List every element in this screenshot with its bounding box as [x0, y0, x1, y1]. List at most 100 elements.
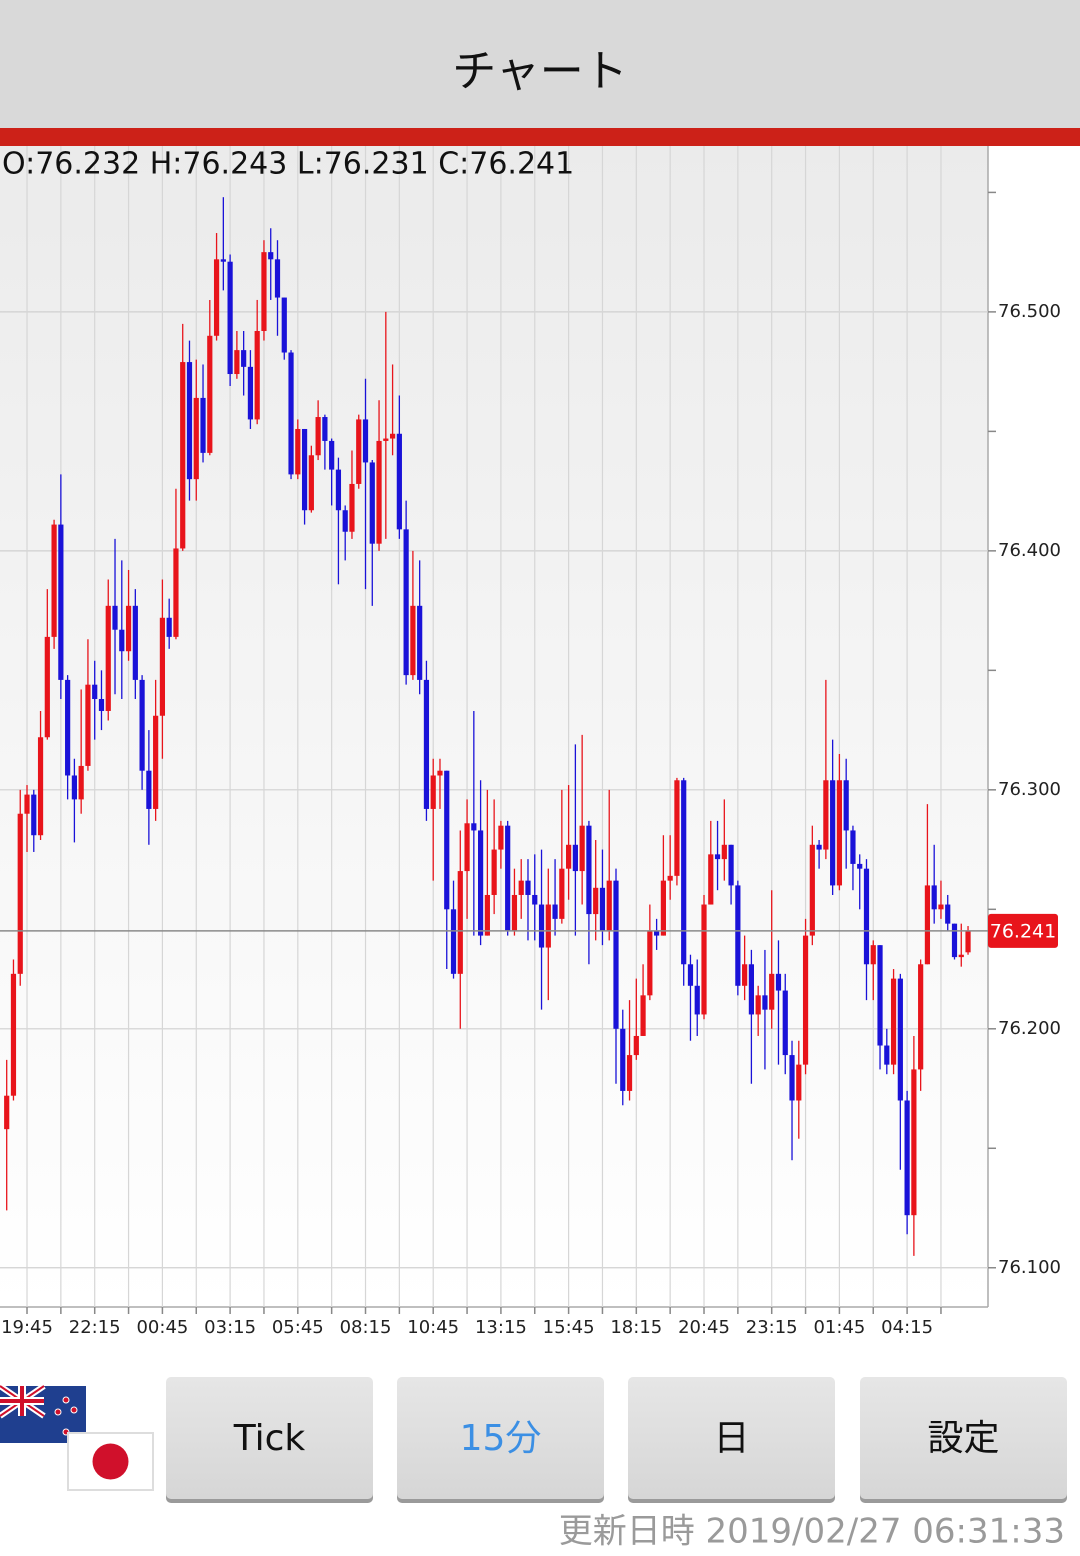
candle-body [308, 455, 314, 511]
candle-body [362, 419, 369, 463]
candles [4, 197, 971, 1256]
candle-body [735, 885, 741, 986]
screen-title: チャート [452, 46, 628, 97]
button-face[interactable] [166, 1377, 373, 1499]
candle-body [518, 880, 524, 895]
candle-body [681, 780, 687, 965]
candle-body [254, 331, 260, 420]
x-tick-label: 00:45 [136, 1317, 188, 1338]
candle-body [58, 524, 64, 680]
candle-body [593, 887, 599, 915]
x-tick-label: 10:45 [407, 1317, 459, 1338]
button-face[interactable] [397, 1377, 604, 1499]
candle-body [417, 605, 423, 680]
button-label[interactable]: 設定 [927, 1418, 999, 1459]
candle-body [281, 297, 287, 353]
candle-body [924, 885, 931, 965]
x-tick-label: 03:15 [204, 1317, 256, 1338]
candle-body [789, 1055, 795, 1101]
x-tick-label: 18:15 [610, 1317, 662, 1338]
timeframe-button[interactable]: 日 [628, 1377, 835, 1503]
candle-body [261, 252, 267, 332]
button-face[interactable] [860, 1377, 1067, 1499]
candle-body [85, 684, 91, 766]
timeframe-button[interactable]: 設定 [860, 1377, 1067, 1503]
x-tick-label: 22:15 [69, 1317, 121, 1338]
candle-body [674, 780, 680, 876]
candle-body [755, 995, 761, 1015]
ohlc-readout: O:76.232 H:76.243 L:76.231 C:76.241 [2, 147, 574, 182]
candle-body [153, 715, 159, 809]
candle-body [186, 362, 193, 480]
candle-body [505, 825, 511, 931]
candle-body [545, 904, 551, 948]
timeframe-button[interactable]: 15分 [397, 1377, 604, 1503]
button-face[interactable] [628, 1377, 835, 1499]
candle-body [234, 350, 240, 375]
candle-body [335, 469, 342, 511]
candle-body [633, 1035, 639, 1056]
candle-body [119, 629, 125, 652]
candle-body [809, 844, 815, 936]
candle-body [911, 1069, 917, 1216]
candle-body [125, 605, 132, 652]
candle-body [44, 636, 50, 738]
candle-body [958, 954, 964, 958]
candle-body [193, 397, 199, 480]
x-tick-label: 15:45 [543, 1317, 595, 1338]
candle-body [857, 863, 863, 869]
candle-body [613, 880, 619, 1029]
y-tick-label: 76.400 [998, 540, 1061, 561]
candle-body [146, 770, 152, 809]
candle-body [890, 978, 897, 1065]
candle-body [349, 483, 355, 532]
candle-body [112, 605, 118, 630]
timeframe-button[interactable]: Tick [166, 1377, 373, 1503]
candle-body [694, 985, 700, 1015]
candle-body [139, 679, 145, 771]
candle-body [599, 887, 606, 931]
candle-body [274, 259, 281, 298]
candle-body [728, 844, 734, 886]
candle-body [132, 605, 138, 680]
candle-body [877, 945, 883, 1046]
candle-body [802, 935, 809, 1065]
candle-body [356, 419, 362, 484]
button-label[interactable]: Tick [233, 1418, 306, 1459]
button-label[interactable]: 15分 [460, 1418, 542, 1459]
candle-body [268, 252, 274, 260]
candle-body [559, 868, 565, 919]
x-tick-label: 20:45 [678, 1317, 730, 1338]
jpy-flag [67, 1432, 154, 1491]
y-tick-label: 76.300 [998, 779, 1061, 800]
candle-body [620, 1028, 626, 1091]
candle-body [830, 780, 836, 886]
candle-body [654, 930, 660, 936]
candle-body [159, 617, 166, 716]
y-tick-label: 76.100 [998, 1257, 1061, 1278]
candle-body [870, 945, 876, 965]
candle-body [17, 813, 23, 974]
candle-body [721, 844, 727, 860]
axes: 76.100 76.200 76.300 76.400 76.500 19:45 22:15… [0, 191, 1061, 1338]
candle-body [213, 259, 220, 336]
candle-body [687, 964, 694, 986]
candle-body [701, 904, 707, 1015]
candle-body [430, 775, 436, 809]
candle-body [329, 440, 335, 470]
candle-body [166, 617, 172, 637]
candle-body [98, 699, 105, 711]
x-tick-label: 08:15 [340, 1317, 392, 1338]
x-tick-label: 19:45 [1, 1317, 53, 1338]
candle-body [315, 417, 321, 456]
candle-body [647, 930, 653, 996]
x-tick-label: 01:45 [813, 1317, 865, 1338]
candle-body [904, 1100, 910, 1216]
candle-body [498, 825, 504, 850]
candle-body [207, 335, 213, 453]
plot-area [0, 146, 988, 1307]
candle-body [51, 524, 57, 637]
button-label[interactable]: 日 [713, 1418, 749, 1459]
